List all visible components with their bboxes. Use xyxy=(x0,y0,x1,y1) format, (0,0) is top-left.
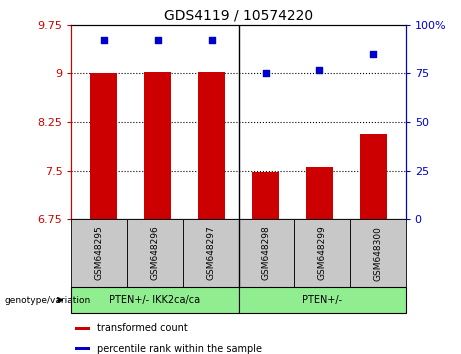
Point xyxy=(370,51,377,57)
Text: genotype/variation: genotype/variation xyxy=(5,296,91,304)
Text: GSM648296: GSM648296 xyxy=(150,226,160,280)
Text: PTEN+/- IKK2ca/ca: PTEN+/- IKK2ca/ca xyxy=(109,295,201,305)
Bar xyxy=(71,287,239,313)
Bar xyxy=(360,134,387,219)
Bar xyxy=(75,327,90,330)
Text: GSM648298: GSM648298 xyxy=(262,226,271,280)
Bar xyxy=(252,172,279,219)
Bar xyxy=(239,219,294,287)
Bar xyxy=(294,219,350,287)
Point xyxy=(208,38,215,43)
Text: GSM648299: GSM648299 xyxy=(318,226,327,280)
Text: GSM648297: GSM648297 xyxy=(206,226,215,280)
Point xyxy=(154,38,161,43)
Text: GSM648295: GSM648295 xyxy=(95,226,104,280)
Bar xyxy=(183,219,238,287)
Bar xyxy=(75,348,90,350)
Bar xyxy=(90,73,117,219)
Bar xyxy=(127,219,183,287)
Point xyxy=(262,71,269,76)
Text: PTEN+/-: PTEN+/- xyxy=(302,295,342,305)
Bar xyxy=(71,219,127,287)
Bar xyxy=(350,219,406,287)
Title: GDS4119 / 10574220: GDS4119 / 10574220 xyxy=(164,8,313,22)
Text: GSM648300: GSM648300 xyxy=(373,225,382,281)
Bar xyxy=(306,167,333,219)
Point xyxy=(316,67,323,73)
Bar xyxy=(144,72,171,219)
Text: percentile rank within the sample: percentile rank within the sample xyxy=(97,344,262,354)
Point xyxy=(100,38,107,43)
Text: transformed count: transformed count xyxy=(97,323,188,333)
Bar xyxy=(239,287,406,313)
Bar xyxy=(198,72,225,219)
